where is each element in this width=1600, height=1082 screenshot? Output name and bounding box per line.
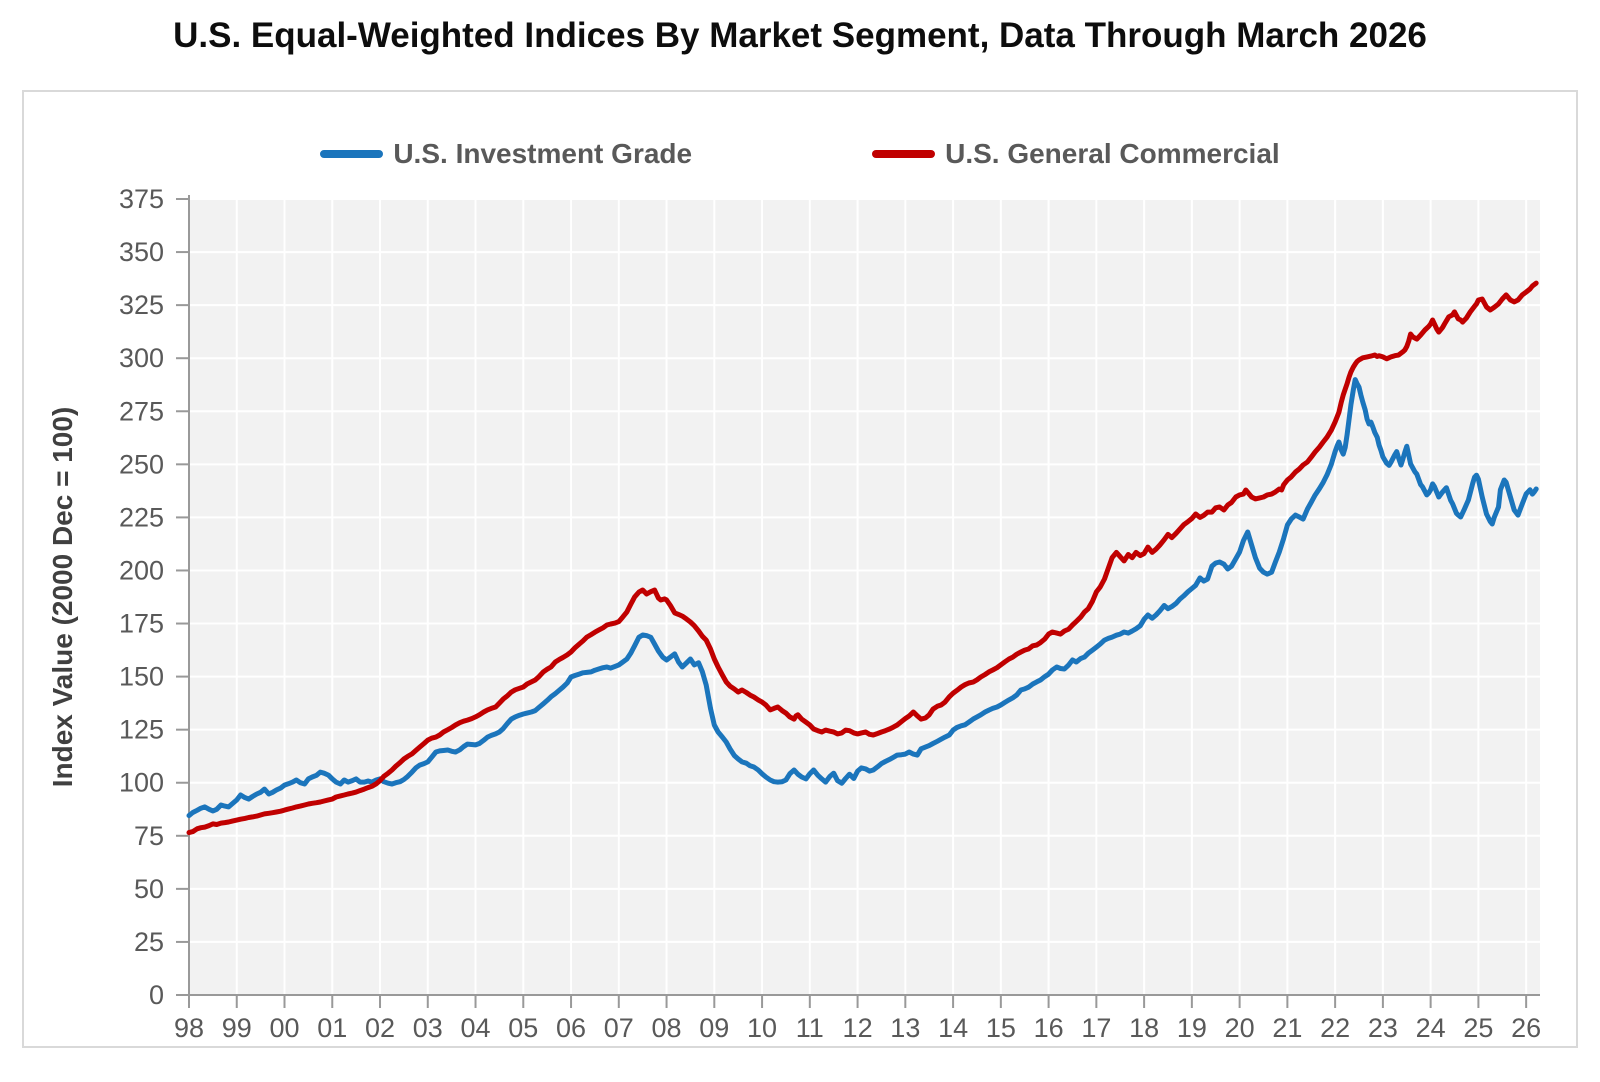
y-tick-label: 50	[134, 874, 164, 904]
y-tick-label: 200	[119, 555, 164, 585]
x-tick-label: 00	[269, 1013, 299, 1043]
x-tick-label: 16	[1034, 1013, 1064, 1043]
legend-label: U.S. General Commercial	[945, 138, 1280, 169]
x-tick-label: 22	[1320, 1013, 1350, 1043]
x-tick-label: 20	[1225, 1013, 1255, 1043]
plot-area	[189, 199, 1540, 995]
x-tick-label: 23	[1368, 1013, 1398, 1043]
y-tick-label: 325	[119, 290, 164, 320]
chart-title: U.S. Equal-Weighted Indices By Market Se…	[173, 16, 1427, 55]
x-tick-label: 12	[843, 1013, 873, 1043]
y-tick-label: 250	[119, 449, 164, 479]
x-tick-label: 06	[556, 1013, 586, 1043]
y-tick-label: 75	[134, 821, 164, 851]
x-tick-label: 10	[747, 1013, 777, 1043]
legend-label: U.S. Investment Grade	[393, 138, 693, 169]
y-tick-label: 175	[119, 609, 164, 639]
x-tick-label: 26	[1511, 1013, 1541, 1043]
line-chart: 0255075100125150175200225250275300325350…	[119, 184, 1541, 1043]
y-tick-label: 350	[119, 237, 164, 267]
legend: U.S. Investment Grade U.S. General Comme…	[24, 138, 1576, 170]
investment-grade-line-swatch	[320, 150, 384, 158]
legend-entry-general-commercial: U.S. General Commercial	[872, 138, 1280, 170]
x-tick-label: 21	[1272, 1013, 1302, 1043]
x-tick-label: 03	[413, 1013, 443, 1043]
y-tick-label: 300	[119, 343, 164, 373]
x-tick-label: 01	[317, 1013, 347, 1043]
x-tick-label: 05	[508, 1013, 538, 1043]
u-s-general-commercial-line	[186, 280, 1539, 836]
general-commercial-line-swatch	[872, 150, 936, 158]
x-tick-label: 08	[652, 1013, 682, 1043]
x-tick-label: 99	[222, 1013, 252, 1043]
x-tick-label: 15	[986, 1013, 1016, 1043]
x-tick-label: 24	[1416, 1013, 1446, 1043]
x-tick-label: 13	[890, 1013, 920, 1043]
x-tick-label: 11	[796, 1013, 824, 1043]
x-tick-label: 98	[174, 1013, 204, 1043]
legend-entry-investment-grade: U.S. Investment Grade	[320, 138, 692, 170]
chart-container: U.S. Investment Grade U.S. General Comme…	[22, 90, 1578, 1048]
y-tick-label: 275	[119, 396, 164, 426]
x-tick-label: 25	[1463, 1013, 1493, 1043]
y-tick-label: 150	[119, 662, 164, 692]
x-tick-label: 07	[604, 1013, 634, 1043]
y-tick-label: 0	[149, 980, 164, 1010]
y-tick-label: 375	[119, 184, 164, 214]
x-tick-label: 02	[365, 1013, 395, 1043]
x-tick-label: 14	[938, 1013, 968, 1043]
x-tick-label: 09	[699, 1013, 729, 1043]
y-tick-label: 125	[119, 715, 164, 745]
x-tick-label: 19	[1177, 1013, 1207, 1043]
x-tick-label: 04	[461, 1013, 491, 1043]
u-s-investment-grade-line	[186, 377, 1539, 819]
y-tick-label: 100	[119, 768, 164, 798]
x-tick-label: 17	[1081, 1013, 1111, 1043]
y-tick-label: 225	[119, 502, 164, 532]
x-tick-label: 18	[1129, 1013, 1159, 1043]
y-tick-label: 25	[134, 927, 164, 957]
